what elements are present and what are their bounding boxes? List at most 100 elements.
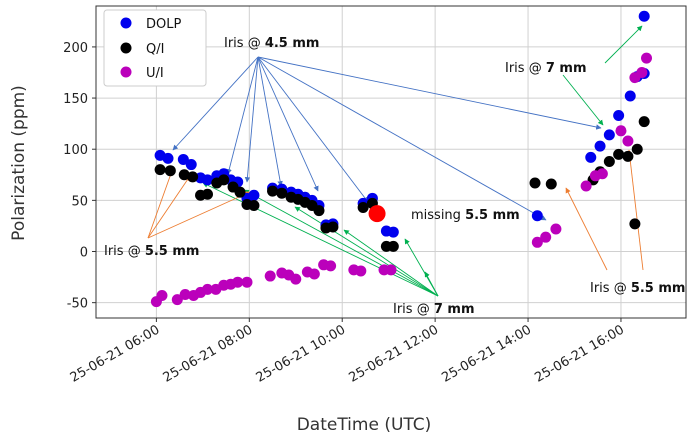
annotation-arrow xyxy=(257,56,283,187)
point-ui xyxy=(531,236,543,248)
legend-marker-q xyxy=(120,42,132,54)
point-qi xyxy=(545,178,557,190)
legend: DOLP Q/I U/I xyxy=(103,9,207,87)
annotation-arrow xyxy=(424,271,439,297)
point-ui xyxy=(596,168,608,180)
point-dolp xyxy=(624,90,636,102)
annotation-arrow xyxy=(147,191,251,239)
point-ui xyxy=(264,270,276,282)
point-ui xyxy=(641,52,653,64)
annotation-iris-5-5-right: Iris @ 5.5 mm xyxy=(590,281,685,296)
y-tick-label: 150 xyxy=(63,92,88,107)
point-qi xyxy=(357,202,369,214)
point-dolp xyxy=(531,210,543,222)
point-qi xyxy=(529,177,541,189)
point-ui xyxy=(385,264,397,276)
annotation-arrow xyxy=(257,56,602,130)
point-qi xyxy=(638,116,650,128)
legend-label-q: Q/I xyxy=(146,42,164,57)
annotation-arrow xyxy=(604,25,643,64)
annotation-arrow xyxy=(257,56,369,203)
point-ui xyxy=(232,276,244,288)
point-qi xyxy=(613,148,625,160)
annotation-iris-4-5: Iris @ 4.5 mm xyxy=(224,36,319,51)
point-qi xyxy=(276,187,288,199)
annotation-arrow xyxy=(147,167,174,239)
point-dolp xyxy=(387,226,399,238)
x-tick-label: 25-06-21 10:00 xyxy=(254,322,349,385)
y-tick-label: 0 xyxy=(80,246,88,261)
data-points xyxy=(150,10,653,308)
point-ui xyxy=(308,268,320,280)
y-tick-label: 50 xyxy=(71,194,88,209)
legend-label-dolp: DOLP xyxy=(146,17,181,32)
point-ui xyxy=(290,273,302,285)
point-qi xyxy=(313,205,325,217)
annotation-arrow xyxy=(626,149,644,271)
series-ui xyxy=(150,52,653,308)
point-ui xyxy=(540,231,552,243)
point-dolp xyxy=(603,129,615,141)
point-ui xyxy=(179,288,191,300)
annotation-arrow xyxy=(226,56,259,175)
point-qi xyxy=(248,199,260,211)
series-qi xyxy=(154,116,650,252)
point-ui xyxy=(241,276,253,288)
point-dolp xyxy=(638,10,650,22)
point-qi xyxy=(234,186,246,198)
y-tick-label: 200 xyxy=(63,41,88,56)
legend-marker-u xyxy=(120,66,132,78)
point-dolp xyxy=(613,109,625,121)
point-qi xyxy=(201,188,213,200)
annotation-arrow xyxy=(172,56,259,151)
annotation-iris-7-bottom: Iris @ 7 mm xyxy=(393,302,475,317)
x-tick-label: 25-06-21 06:00 xyxy=(68,322,163,385)
x-tick-label: 25-06-21 12:00 xyxy=(347,322,442,385)
legend-marker-dolp xyxy=(120,17,132,29)
axes xyxy=(95,5,687,319)
point-qi xyxy=(603,155,615,167)
point-qi xyxy=(622,150,634,162)
annotations: Iris @ 4.5 mm Iris @ 7 mm missing 5.5 mm… xyxy=(104,36,685,317)
x-tick-label: 25-06-21 16:00 xyxy=(532,322,627,385)
point-ui xyxy=(615,125,627,137)
point-qi xyxy=(218,174,230,186)
legend-label-u: U/I xyxy=(146,66,164,81)
point-dolp xyxy=(594,140,606,152)
plot-frame xyxy=(95,5,687,319)
point-qi xyxy=(164,165,176,177)
annotation-arrow xyxy=(257,56,547,221)
annotation-arrow xyxy=(562,74,604,126)
annotation-iris-5-5-left: Iris @ 5.5 mm xyxy=(104,244,199,259)
point-qi xyxy=(154,164,166,176)
point-ui xyxy=(622,135,634,147)
x-tick-label: 25-06-21 08:00 xyxy=(161,322,256,385)
point-dolp xyxy=(162,152,174,164)
point-dolp xyxy=(185,159,197,171)
y-tick-label: 100 xyxy=(63,143,88,158)
point-ui xyxy=(171,294,183,306)
annotation-arrow xyxy=(257,56,319,192)
x-tick-label: 25-06-21 14:00 xyxy=(439,322,534,385)
x-axis-label: DateTime (UTC) xyxy=(297,415,432,435)
point-ui xyxy=(325,260,337,272)
annotation-arrow xyxy=(294,206,439,297)
annotation-arrow xyxy=(343,229,439,297)
annotation-arrow xyxy=(147,175,191,239)
annotation-missing-5-5: missing 5.5 mm xyxy=(411,208,520,223)
point-ui xyxy=(201,283,213,295)
annotation-arrow xyxy=(243,189,439,297)
point-ui xyxy=(550,223,562,235)
y-axis-label: Polarization (ppm) xyxy=(9,85,29,241)
annotation-arrow xyxy=(565,187,608,271)
point-dolp xyxy=(177,153,189,165)
point-qi xyxy=(631,143,643,155)
point-ui xyxy=(355,265,367,277)
legend-box xyxy=(103,9,207,87)
missing-point-marker xyxy=(368,205,386,223)
annotation-arrow xyxy=(244,56,259,183)
point-qi xyxy=(327,221,339,233)
point-ui xyxy=(156,289,168,301)
